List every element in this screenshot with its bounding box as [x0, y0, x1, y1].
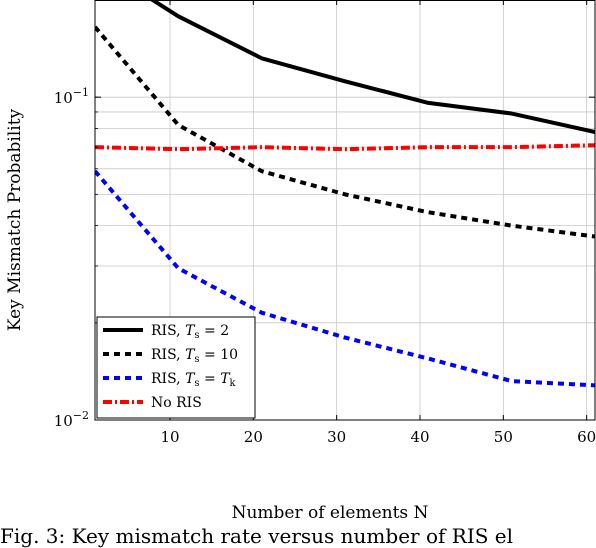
y-tick-base: 10 [54, 89, 73, 107]
x-tick-label-50: 50 [494, 428, 513, 446]
legend-label-3: No RIS [151, 395, 202, 411]
y-tick-label-1: 10−2 [54, 409, 89, 430]
plot-frame [94, 0, 596, 421]
legend-label-part: T [185, 347, 196, 363]
legend-label-part: No RIS [151, 395, 202, 411]
series-line-3 [95, 143, 595, 152]
x-tick-labels: 10 20 30 40 50 60 [160, 428, 596, 446]
legend-label-part: s [194, 354, 199, 365]
x-tick-label-60: 60 [577, 428, 596, 446]
series-line-1 [95, 25, 595, 239]
x-tick-label-10: 10 [160, 428, 179, 446]
x-tick-label-40: 40 [410, 428, 429, 446]
legend-label-part: = 2 [200, 323, 230, 339]
legend-label-part: = 10 [200, 347, 238, 363]
x-tick-label-30: 30 [327, 428, 346, 446]
legend-label-part: s [194, 330, 199, 341]
y-tick-exponent: −1 [73, 86, 89, 99]
legend-label-part: RIS, [151, 347, 185, 363]
x-tick-label-20: 20 [244, 428, 263, 446]
legend-label-0: RIS, Ts = 2 [151, 323, 229, 341]
legend-label-2: RIS, Ts = Tk [151, 371, 237, 389]
legend-label-part: RIS, [151, 371, 185, 387]
legend-label-part: k [230, 378, 237, 389]
legend-label-part: T [185, 371, 196, 387]
legend-label-part: = [200, 371, 221, 387]
data-series [95, 0, 595, 388]
y-axis-title: Key Mismatch Probability [5, 108, 25, 331]
figure-caption: Fig. 3: Key mismatch rate versus number … [0, 524, 514, 548]
y-tick-base: 10 [54, 412, 73, 430]
series-line-0 [148, 0, 595, 134]
y-tick-label-0: 10−1 [54, 86, 89, 107]
legend-label-1: RIS, Ts = 10 [151, 347, 238, 365]
axes [94, 0, 596, 421]
legend-label-part: s [194, 378, 199, 389]
legend-label-part: T [220, 371, 231, 387]
y-tick-labels: 10−110−2 [54, 86, 89, 430]
y-tick-exponent: −2 [73, 409, 89, 422]
series-line-2 [95, 169, 595, 388]
x-axis-title: Number of elements N [232, 503, 429, 523]
legend-label-part: RIS, [151, 323, 185, 339]
legend-label-part: T [185, 323, 196, 339]
